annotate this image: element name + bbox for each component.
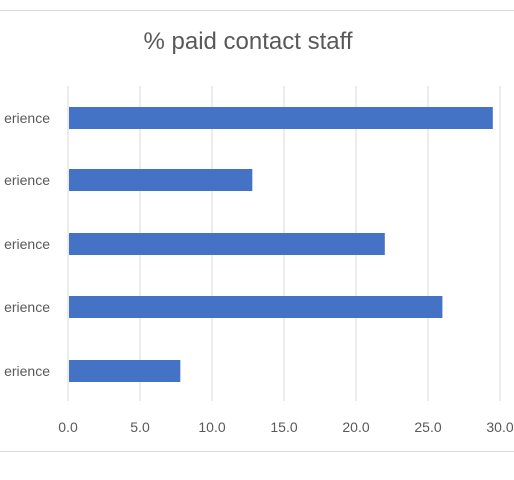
category-label: erience <box>4 172 50 188</box>
x-tick-label: 20.0 <box>342 419 369 435</box>
bar <box>69 360 181 382</box>
x-tick-label: 10.0 <box>198 419 225 435</box>
bar <box>69 107 493 129</box>
bar <box>69 296 443 318</box>
x-tick-label: 5.0 <box>130 419 150 435</box>
category-label: erience <box>4 236 50 252</box>
category-label: erience <box>4 363 50 379</box>
bar <box>69 233 385 255</box>
bar <box>69 169 253 191</box>
chart-border-bottom <box>0 451 514 452</box>
x-tick-label: 30.0 <box>486 419 513 435</box>
chart-title: % paid contact staff <box>143 28 353 55</box>
x-tick-label: 15.0 <box>270 419 297 435</box>
category-label: erience <box>4 110 50 126</box>
chart-border-top <box>0 10 514 11</box>
x-tick-label: 0.0 <box>58 419 78 435</box>
category-label: erience <box>4 299 50 315</box>
x-tick-label: 25.0 <box>414 419 441 435</box>
